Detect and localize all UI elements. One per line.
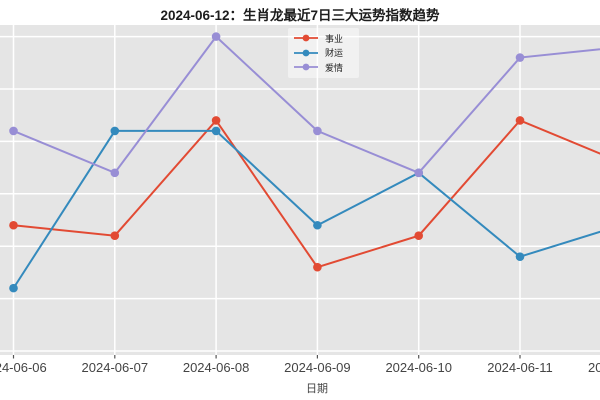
- legend-marker-icon: [294, 49, 318, 57]
- data-point: [313, 262, 322, 272]
- legend: 事业 财运 爱情: [288, 28, 359, 78]
- x-tick-label-2: 2024-06-08: [182, 360, 250, 375]
- legend-dot: [302, 49, 310, 57]
- data-point: [9, 283, 18, 293]
- data-point: [515, 116, 525, 125]
- data-point: [313, 220, 322, 230]
- data-point: [211, 32, 221, 41]
- data-point: [110, 231, 120, 241]
- data-point: [9, 220, 18, 230]
- data-point: [211, 116, 221, 125]
- legend-dot: [302, 34, 310, 42]
- data-point: [211, 126, 221, 136]
- data-point: [313, 126, 322, 136]
- legend-marker-icon: [294, 64, 318, 71]
- legend-label: 事业: [325, 33, 344, 44]
- data-point: [414, 168, 424, 178]
- x-tick-label-4: 2024-06-10: [385, 360, 452, 375]
- legend-item-2: 爱情: [293, 60, 359, 75]
- x-tick-label-1: 2024-06-07: [81, 360, 149, 375]
- data-point: [110, 126, 120, 136]
- chart-title: 2024-06-12：生肖龙最近7日三大运势指数趋势: [160, 8, 440, 23]
- legend-item-1: 财运: [293, 46, 359, 61]
- x-tick-label-3: 2024-06-09: [284, 360, 351, 375]
- x-tick-label-6: 2024-06-12: [588, 360, 600, 375]
- data-point: [414, 231, 424, 241]
- x-tick-label-0: 2024-06-06: [0, 360, 47, 375]
- x-tick-label-5: 2024-06-11: [487, 360, 553, 375]
- legend-label: 爱情: [325, 62, 344, 73]
- data-point: [9, 126, 18, 136]
- legend-item-0: 事业: [293, 31, 359, 46]
- data-point: [515, 53, 525, 62]
- data-point: [110, 168, 120, 178]
- x-axis-label: 日期: [306, 383, 328, 395]
- data-point: [515, 252, 525, 261]
- legend-label: 财运: [325, 48, 344, 59]
- legend-marker-icon: [294, 34, 318, 42]
- legend-dot: [302, 64, 310, 71]
